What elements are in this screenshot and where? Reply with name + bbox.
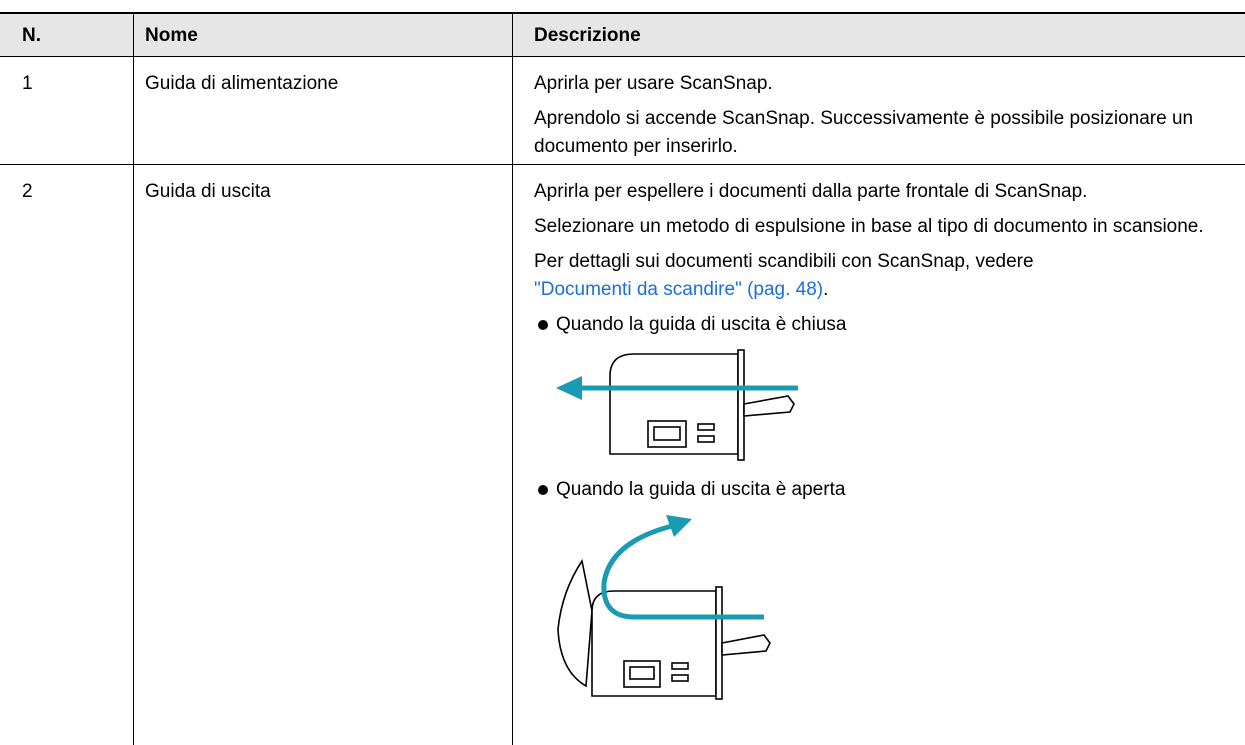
header-cell: Nome	[145, 25, 198, 46]
bullet-item: Quando la guida di uscita è aperta	[534, 476, 1240, 504]
header-cell: Descrizione	[534, 25, 641, 46]
row-description: Aprirla per usare ScanSnap. Aprendolo si…	[534, 70, 1240, 168]
paragraph: Selezionare un metodo di espulsione in b…	[534, 216, 1204, 237]
row-divider	[0, 164, 1245, 165]
link[interactable]: "Documenti da scandire" (pag. 48)	[534, 279, 824, 300]
text: .	[823, 279, 829, 300]
row-name: Guida di uscita	[145, 181, 271, 202]
paragraph: Aprirla per usare ScanSnap.	[534, 73, 773, 94]
bullet-item: Quando la guida di uscita è chiusa	[534, 311, 1240, 339]
col-divider	[512, 12, 513, 745]
paragraph: Per dettagli sui documenti scandibili co…	[534, 248, 1240, 304]
illustration-open	[557, 515, 771, 700]
row-description: Aprirla per espellere i documenti dalla …	[534, 178, 1240, 701]
header-cell: N.	[22, 25, 41, 46]
row-number: 1	[22, 73, 33, 94]
header-bg	[0, 12, 1245, 57]
text: Per dettagli sui documenti scandibili co…	[534, 251, 1034, 272]
row-name: Guida di alimentazione	[145, 73, 339, 94]
row-number: 2	[22, 181, 33, 202]
paragraph: Aprendolo si accende ScanSnap. Successiv…	[534, 108, 1194, 157]
paragraph: Aprirla per espellere i documenti dalla …	[534, 181, 1088, 202]
col-divider	[133, 12, 134, 745]
illustration-closed	[556, 349, 798, 461]
